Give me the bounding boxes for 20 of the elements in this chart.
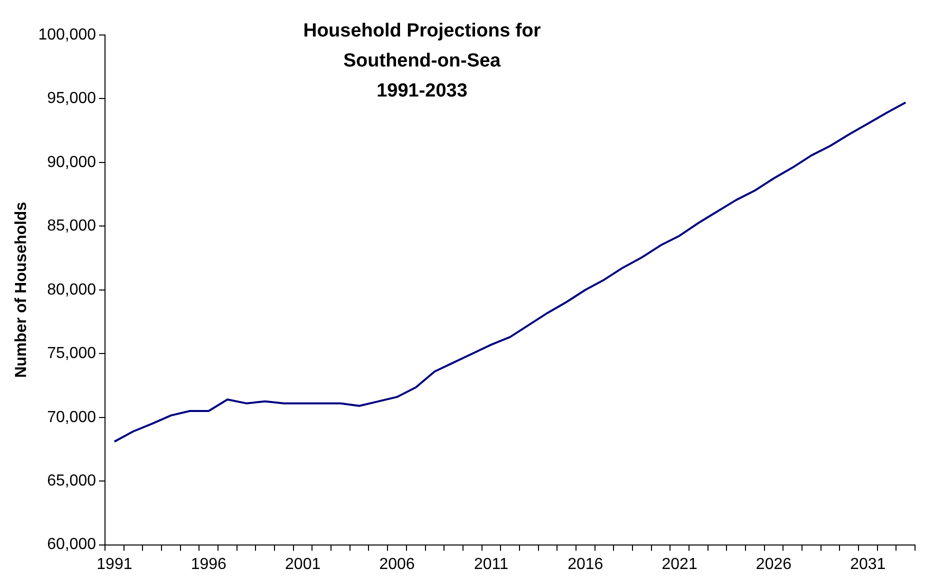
x-tick-label: 2011 <box>474 556 508 573</box>
x-tick-label: 2021 <box>662 556 698 573</box>
y-tick-label: 65,000 <box>47 472 96 490</box>
x-tick-label: 1991 <box>96 556 132 573</box>
text: Household Projections for Southend-on-Sea 1991-2033 <box>303 20 542 102</box>
x-tick-label: 2006 <box>379 556 415 573</box>
y-tick-label: 75,000 <box>47 345 96 362</box>
x-tick-label: 2016 <box>568 556 604 573</box>
y-tick-label: 85,000 <box>47 218 96 235</box>
x-tick-label: 2001 <box>285 556 321 573</box>
x-tick-label: 2026 <box>756 556 792 573</box>
y-axis-title: Number of Households <box>13 202 30 378</box>
y-tick-label: 80,000 <box>47 281 96 298</box>
y-tick-label: 95,000 <box>47 90 96 108</box>
x-tick-label: 2031 <box>850 556 886 573</box>
y-tick-label: 90,000 <box>47 154 96 171</box>
y-tick-label: 100,000 <box>38 26 96 44</box>
x-tick-label: 1996 <box>190 556 227 573</box>
y-tick-label: 60,000 <box>47 536 96 554</box>
y-tick-label: 70,000 <box>47 408 96 426</box>
